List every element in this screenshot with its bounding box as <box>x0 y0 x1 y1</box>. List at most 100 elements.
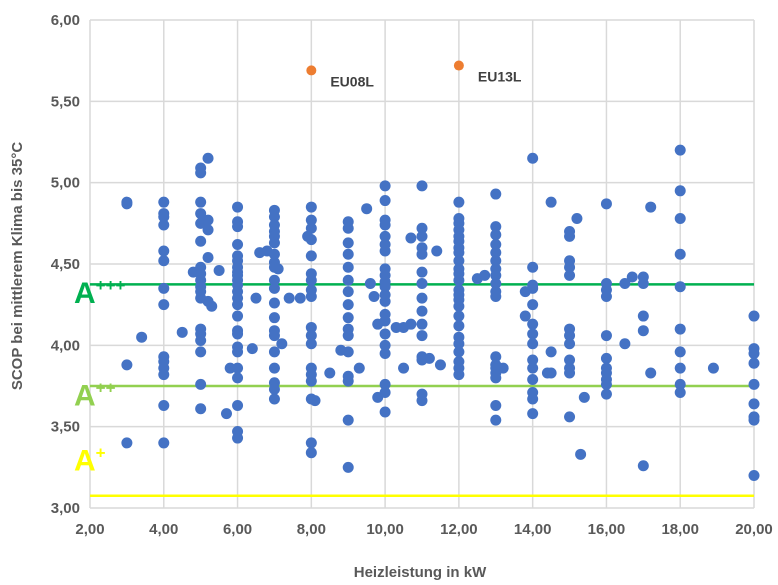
y-tick-label: 6,00 <box>51 12 80 29</box>
data-point <box>232 432 244 444</box>
data-point <box>600 198 612 210</box>
data-point <box>490 372 502 384</box>
data-point <box>220 408 232 420</box>
data-point <box>213 265 225 277</box>
data-point <box>405 232 417 244</box>
data-point <box>136 331 148 343</box>
data-point <box>645 367 657 379</box>
data-point <box>575 448 587 460</box>
data-point <box>545 367 557 379</box>
data-point <box>195 378 207 390</box>
data-point <box>121 198 133 210</box>
data-point <box>490 188 502 200</box>
data-point <box>453 320 465 332</box>
data-point <box>490 229 502 241</box>
data-point <box>195 334 207 346</box>
data-point <box>545 196 557 208</box>
data-point <box>637 460 649 472</box>
data-point <box>564 269 576 281</box>
highlight-point <box>453 60 464 71</box>
data-point <box>490 255 502 267</box>
data-point <box>490 291 502 303</box>
data-point <box>361 203 373 215</box>
data-point <box>158 219 170 231</box>
x-tick-label: 18,00 <box>661 521 699 538</box>
data-point <box>416 395 428 407</box>
data-point <box>416 230 428 242</box>
data-point <box>379 245 391 257</box>
data-point <box>268 237 280 249</box>
data-point <box>195 403 207 415</box>
data-point <box>379 406 391 418</box>
data-point <box>619 338 631 350</box>
data-point <box>674 248 686 260</box>
data-point <box>564 354 576 366</box>
highlight-point <box>306 65 317 76</box>
data-point <box>564 367 576 379</box>
data-point <box>707 362 719 374</box>
data-point <box>268 274 280 286</box>
data-point <box>434 359 446 371</box>
data-point <box>342 261 354 273</box>
data-point <box>379 195 391 207</box>
data-point <box>674 378 686 390</box>
data-point <box>453 247 465 259</box>
data-point <box>398 362 410 374</box>
data-point <box>305 291 317 303</box>
data-point <box>342 237 354 249</box>
energy-class-labels: A+++ A++ A+ <box>74 276 126 478</box>
data-point <box>626 271 638 283</box>
highlight-point-label: EU13L <box>478 69 522 85</box>
data-point <box>527 152 539 164</box>
data-point <box>637 325 649 337</box>
data-point <box>342 248 354 260</box>
data-point <box>416 222 428 234</box>
data-point <box>379 387 391 399</box>
data-point <box>453 255 465 267</box>
data-point <box>158 400 170 412</box>
data-point <box>305 375 317 387</box>
data-point <box>158 282 170 294</box>
data-point <box>176 326 188 338</box>
data-point <box>305 250 317 262</box>
data-point <box>305 274 317 286</box>
data-point <box>674 387 686 399</box>
data-point <box>268 211 280 223</box>
data-point <box>453 310 465 322</box>
data-point <box>674 281 686 293</box>
data-point <box>305 437 317 449</box>
data-point <box>416 266 428 278</box>
data-point <box>158 437 170 449</box>
data-point <box>232 299 244 311</box>
data-point <box>674 144 686 156</box>
data-point <box>158 369 170 381</box>
x-tick-label: 20,00 <box>735 521 773 538</box>
data-point <box>416 248 428 260</box>
data-point <box>379 315 391 327</box>
energy-class-label: A++ <box>74 379 116 413</box>
data-point <box>748 378 760 390</box>
data-point <box>564 411 576 423</box>
data-point <box>453 196 465 208</box>
data-point <box>519 310 531 322</box>
data-point <box>232 400 244 412</box>
data-point <box>342 414 354 426</box>
data-point <box>342 461 354 473</box>
data-point <box>527 354 539 366</box>
data-point <box>283 292 295 304</box>
data-point <box>232 346 244 358</box>
data-point <box>232 372 244 384</box>
data-point <box>268 330 280 342</box>
x-tick-label: 14,00 <box>514 521 552 538</box>
data-point <box>453 346 465 358</box>
data-point <box>453 274 465 286</box>
data-point <box>305 321 317 333</box>
data-point <box>379 339 391 351</box>
data-point <box>305 447 317 459</box>
data-point <box>268 362 280 374</box>
data-point <box>353 362 365 374</box>
x-axis-title: Heizleistung in kW <box>354 564 487 581</box>
data-point <box>305 201 317 213</box>
data-point <box>302 230 314 242</box>
data-point <box>490 247 502 259</box>
